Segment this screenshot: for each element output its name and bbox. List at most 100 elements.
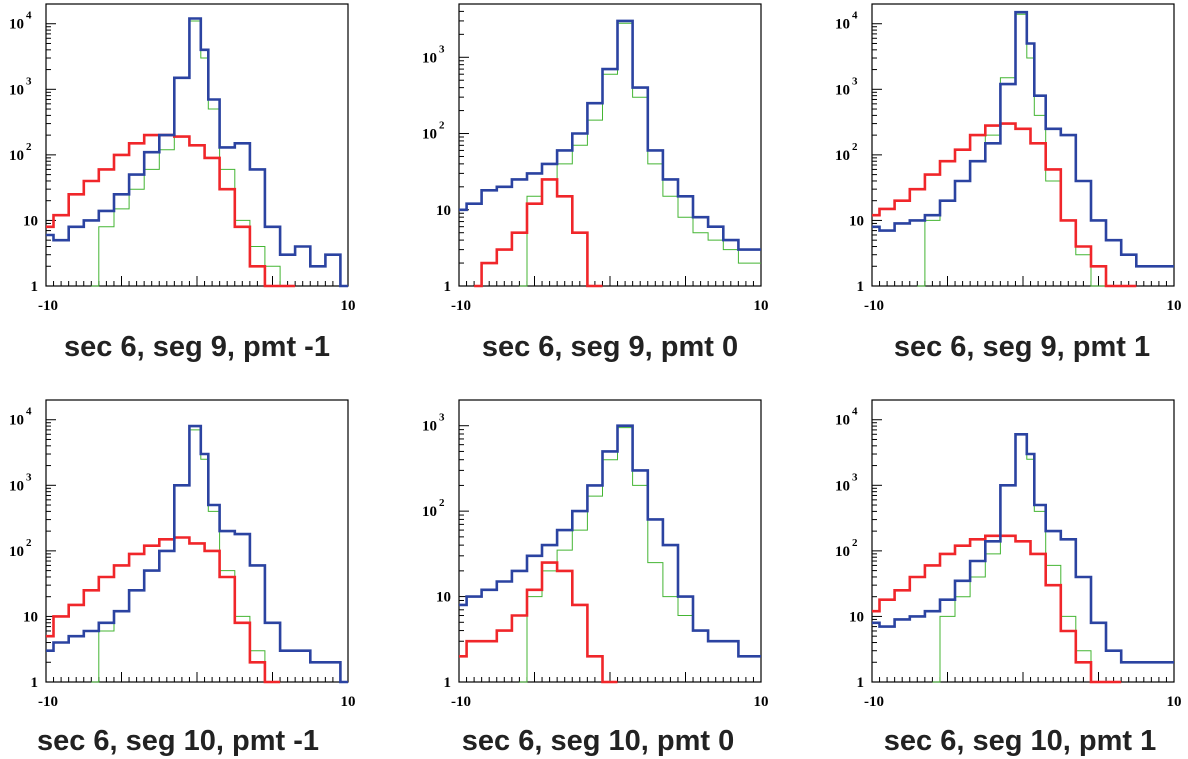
- y-tick-label: 1: [444, 279, 452, 295]
- y-tick-base: 10: [835, 17, 850, 33]
- y-tick-label: 103: [422, 412, 445, 435]
- y-tick-exponent: 4: [852, 10, 858, 22]
- y-tick-base: 10: [835, 413, 850, 429]
- x-tick-label: 10: [754, 694, 769, 710]
- y-tick-label: 102: [9, 537, 32, 560]
- y-tick-label: 104: [9, 10, 32, 33]
- green-histogram: [91, 429, 281, 683]
- y-tick-exponent: 2: [26, 141, 32, 153]
- y-tick-exponent: 4: [26, 10, 32, 22]
- x-tick-label: -10: [864, 694, 884, 710]
- y-tick-label: 10: [23, 609, 38, 625]
- plot-frame: [458, 3, 762, 287]
- green-histogram: [932, 433, 1106, 683]
- y-tick-label: 102: [422, 120, 445, 143]
- y-tick-base: 10: [835, 478, 850, 494]
- red-histogram: [459, 561, 618, 684]
- blue-histogram: [46, 17, 348, 288]
- plot-frame: [45, 399, 349, 683]
- green-histogram: [519, 22, 761, 287]
- y-tick-label: 103: [9, 471, 32, 494]
- x-tick-label: -10: [451, 694, 471, 710]
- y-tick-label: 102: [835, 537, 858, 560]
- y-tick-exponent: 3: [439, 412, 445, 424]
- y-tick-exponent: 2: [852, 141, 858, 153]
- y-tick-base: 10: [835, 544, 850, 560]
- blue-histogram: [872, 10, 1174, 268]
- y-tick-base: 10: [9, 82, 24, 98]
- y-tick-label: 10: [849, 609, 864, 625]
- x-tick-label: 10: [341, 694, 356, 710]
- y-tick-label: 10: [436, 590, 451, 606]
- y-tick-exponent: 2: [439, 497, 445, 509]
- red-histogram: [46, 536, 281, 684]
- y-tick-exponent: 3: [26, 75, 32, 87]
- red-histogram: [474, 178, 603, 288]
- y-tick-label: 10: [849, 213, 864, 229]
- plot-frame: [458, 399, 762, 683]
- y-tick-label: 1: [31, 675, 39, 691]
- y-tick-base: 10: [835, 148, 850, 164]
- y-tick-base: 10: [422, 419, 437, 435]
- y-tick-label: 103: [835, 471, 858, 494]
- panel-title: sec 6, seg 10, pmt 1: [884, 725, 1156, 757]
- y-tick-base: 10: [422, 504, 437, 520]
- y-tick-label: 1: [857, 675, 865, 691]
- y-tick-exponent: 2: [26, 537, 32, 549]
- x-tick-label: 10: [341, 298, 356, 314]
- y-tick-exponent: 2: [852, 537, 858, 549]
- red-histogram: [872, 122, 1137, 288]
- panel-title: sec 6, seg 9, pmt -1: [64, 331, 330, 363]
- panel-title: sec 6, seg 9, pmt 0: [482, 331, 738, 363]
- blue-histogram: [459, 19, 761, 251]
- blue-histogram: [872, 433, 1174, 664]
- green-histogram: [91, 20, 296, 287]
- blue-histogram: [459, 424, 761, 658]
- y-tick-label: 104: [835, 406, 858, 429]
- x-tick-label: 10: [1167, 298, 1182, 314]
- red-histogram: [46, 133, 296, 288]
- green-histogram: [519, 427, 761, 683]
- plot-frame: [871, 3, 1175, 287]
- y-tick-label: 10: [23, 213, 38, 229]
- x-tick-label: -10: [38, 298, 58, 314]
- y-tick-label: 1: [31, 279, 39, 295]
- y-tick-label: 1: [444, 675, 452, 691]
- y-tick-base: 10: [422, 50, 437, 66]
- y-tick-label: 1: [857, 279, 865, 295]
- blue-histogram: [46, 424, 348, 684]
- x-tick-label: -10: [864, 298, 884, 314]
- x-tick-label: 10: [754, 298, 769, 314]
- y-tick-exponent: 3: [852, 471, 858, 483]
- y-tick-label: 103: [422, 43, 445, 66]
- y-tick-label: 102: [9, 141, 32, 164]
- x-tick-label: -10: [38, 694, 58, 710]
- y-tick-exponent: 4: [26, 406, 32, 418]
- y-tick-label: 102: [835, 141, 858, 164]
- y-tick-base: 10: [422, 127, 437, 143]
- y-tick-label: 103: [9, 75, 32, 98]
- y-tick-base: 10: [9, 478, 24, 494]
- y-tick-base: 10: [9, 544, 24, 560]
- y-tick-exponent: 3: [26, 471, 32, 483]
- y-tick-base: 10: [835, 82, 850, 98]
- panel-title: sec 6, seg 10, pmt 0: [462, 725, 734, 757]
- y-tick-label: 104: [9, 406, 32, 429]
- red-histogram: [872, 534, 1122, 684]
- y-tick-exponent: 3: [852, 75, 858, 87]
- panel-title: sec 6, seg 9, pmt 1: [894, 331, 1150, 363]
- y-tick-label: 103: [835, 75, 858, 98]
- x-tick-label: 10: [1167, 694, 1182, 710]
- y-tick-base: 10: [9, 148, 24, 164]
- y-tick-exponent: 4: [852, 406, 858, 418]
- y-tick-label: 104: [835, 10, 858, 33]
- y-tick-exponent: 2: [439, 120, 445, 132]
